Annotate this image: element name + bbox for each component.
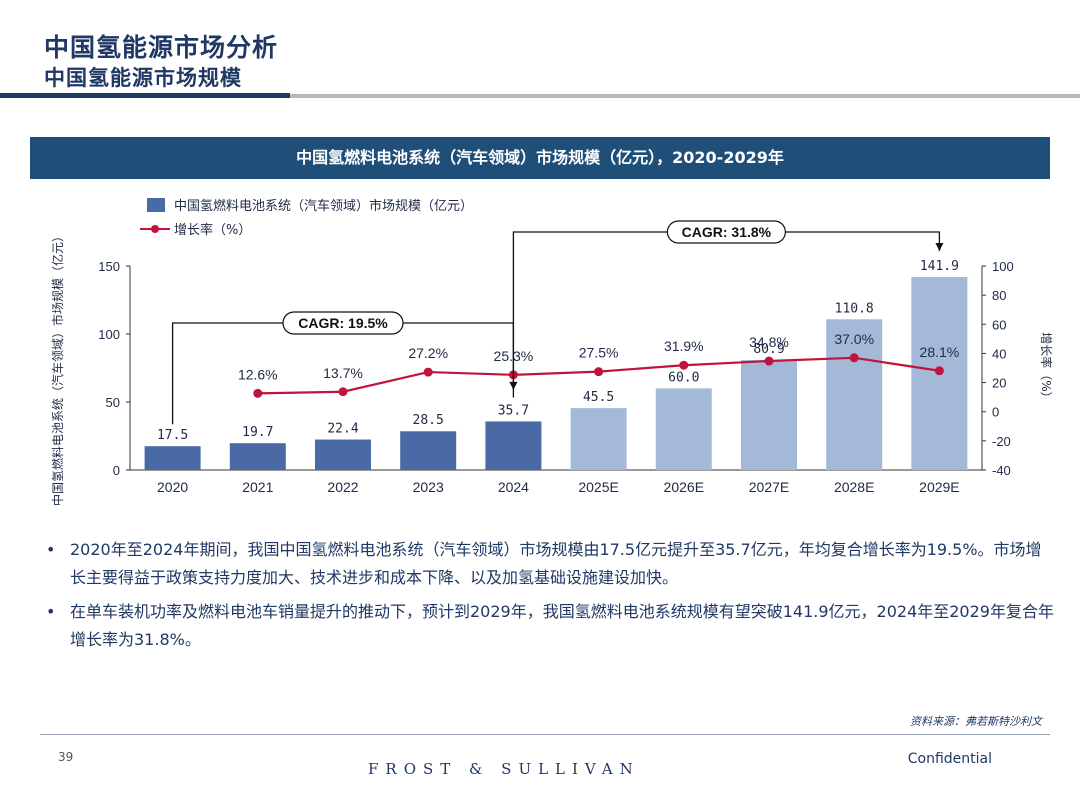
legend-bar-label: 中国氢燃料电池系统（汽车领域）市场规模（亿元） bbox=[174, 198, 473, 214]
bullet-text: 2020年至2024年期间，我国中国氢燃料电池系统（汽车领域）市场规模由17.5… bbox=[70, 540, 1042, 587]
brand-logo-text: FROST & SULLIVAN bbox=[368, 760, 640, 778]
x-tick-label: 2028E bbox=[834, 479, 874, 495]
growth-rate-label: 12.6% bbox=[238, 366, 278, 382]
cagr-2020-2024-box bbox=[282, 311, 404, 335]
bar-value-label: 110.8 bbox=[835, 301, 874, 316]
bar bbox=[826, 319, 883, 470]
x-tick-label: 2020 bbox=[157, 479, 188, 495]
growth-rate-label: 28.1% bbox=[920, 344, 960, 360]
bullet-dot: • bbox=[46, 540, 56, 559]
growth-rate-point bbox=[594, 367, 604, 377]
x-tick-label: 2025E bbox=[578, 479, 618, 495]
cagr-2024-2029-arrow bbox=[935, 243, 944, 252]
page-number: 39 bbox=[58, 750, 74, 764]
bar-value-label: 80.9 bbox=[753, 342, 784, 357]
bar bbox=[315, 439, 371, 470]
y-tick-label-right: 0 bbox=[992, 405, 999, 420]
cagr-2024-2029-label: CAGR: 31.8% bbox=[682, 224, 772, 240]
footer-rule bbox=[40, 734, 1050, 735]
y-tick-label-left: 100 bbox=[98, 327, 120, 342]
growth-rate-point bbox=[679, 360, 689, 370]
bar bbox=[144, 446, 201, 470]
y-tick-label-left: 150 bbox=[98, 259, 120, 274]
y-tick-label-right: 20 bbox=[992, 376, 1006, 391]
y-tick-label-right: 100 bbox=[992, 259, 1014, 274]
bullet-item: • 2020年至2024年期间，我国中国氢燃料电池系统（汽车领域）市场规模由17… bbox=[46, 536, 1056, 592]
y-tick-label-right: -20 bbox=[992, 434, 1011, 449]
legend-line-label: 增长率（%） bbox=[174, 222, 251, 238]
growth-rate-label: 13.7% bbox=[323, 365, 363, 381]
x-tick-label: 2024 bbox=[498, 479, 529, 495]
page-subtitle: 中国氢能源市场规模 bbox=[44, 66, 242, 90]
page-title: 中国氢能源市场分析 bbox=[44, 33, 279, 62]
bar bbox=[229, 443, 286, 470]
growth-rate-label: 31.9% bbox=[664, 338, 704, 354]
x-tick-label: 2021 bbox=[242, 479, 273, 495]
y-tick-label-right: 40 bbox=[992, 346, 1006, 361]
growth-rate-label: 37.0% bbox=[834, 331, 874, 347]
bar bbox=[655, 388, 712, 470]
bar-value-label: 141.9 bbox=[920, 259, 959, 274]
growth-rate-point bbox=[934, 366, 944, 376]
bar-value-label: 60.0 bbox=[668, 370, 699, 385]
source-note: 资料来源：弗若斯特沙利文 bbox=[910, 715, 1042, 728]
header-rule-dark bbox=[0, 93, 290, 98]
growth-rate-label: 34.8% bbox=[749, 334, 789, 350]
y-axis-title-right: 增长率（%） bbox=[1039, 332, 1054, 403]
y-tick-label-right: 60 bbox=[992, 317, 1006, 332]
bar-value-label: 22.4 bbox=[327, 422, 358, 437]
bullet-dot: • bbox=[46, 602, 56, 621]
bullet-text: 在单车装机功率及燃料电池车销量提升的推动下，预计到2029年，我国氢燃料电池系统… bbox=[70, 602, 1054, 649]
header-rule-light bbox=[290, 94, 1080, 98]
legend-line-marker bbox=[151, 225, 159, 233]
legend-bar-swatch bbox=[147, 198, 165, 212]
growth-rate-label: 27.2% bbox=[408, 345, 448, 361]
x-tick-label: 2027E bbox=[749, 479, 789, 495]
y-tick-label-right: 80 bbox=[992, 288, 1006, 303]
market-size-chart: 中国氢燃料电池系统（汽车领域）市场规模（亿元） 增长率（%） 0 50 100 150 -4… bbox=[50, 198, 1054, 506]
bar bbox=[741, 359, 797, 470]
x-tick-label: 2022 bbox=[327, 479, 358, 495]
bar-value-label: 19.7 bbox=[242, 425, 273, 440]
y-tick-label-left: 0 bbox=[113, 463, 120, 478]
bar-value-label: 45.5 bbox=[583, 390, 614, 405]
y-tick-label-right: -40 bbox=[992, 463, 1011, 478]
cagr-2020-2024-label: CAGR: 19.5% bbox=[298, 315, 388, 331]
bar bbox=[485, 421, 542, 470]
bar bbox=[400, 431, 457, 470]
growth-rate-point bbox=[253, 388, 263, 398]
y-tick-label-left: 50 bbox=[106, 395, 120, 410]
x-tick-label: 2026E bbox=[664, 479, 704, 495]
bullet-item: • 在单车装机功率及燃料电池车销量提升的推动下，预计到2029年，我国氢燃料电池… bbox=[46, 598, 1056, 654]
growth-rate-point bbox=[764, 356, 774, 366]
cagr-2024-2029-box bbox=[666, 220, 787, 244]
confidential-label: Confidential bbox=[907, 751, 992, 767]
bar-value-label: 35.7 bbox=[498, 403, 529, 418]
growth-rate-label: 27.5% bbox=[579, 345, 619, 361]
x-tick-label: 2023 bbox=[413, 479, 444, 495]
growth-rate-point bbox=[849, 353, 859, 363]
growth-rate-point bbox=[338, 387, 348, 397]
x-tick-label: 2029E bbox=[919, 479, 959, 495]
growth-rate-point bbox=[423, 367, 433, 377]
bullet-list: • 2020年至2024年期间，我国中国氢燃料电池系统（汽车领域）市场规模由17… bbox=[46, 536, 1056, 660]
chart-title-banner: 中国氢燃料电池系统（汽车领域）市场规模（亿元），2020-2029年 bbox=[30, 137, 1050, 179]
bar-value-label: 17.5 bbox=[157, 428, 188, 443]
bar-value-label: 28.5 bbox=[413, 413, 444, 428]
bar bbox=[570, 408, 627, 470]
y-axis-title-left: 中国氢燃料电池系统（汽车领域）市场规模（亿元） bbox=[50, 230, 65, 506]
